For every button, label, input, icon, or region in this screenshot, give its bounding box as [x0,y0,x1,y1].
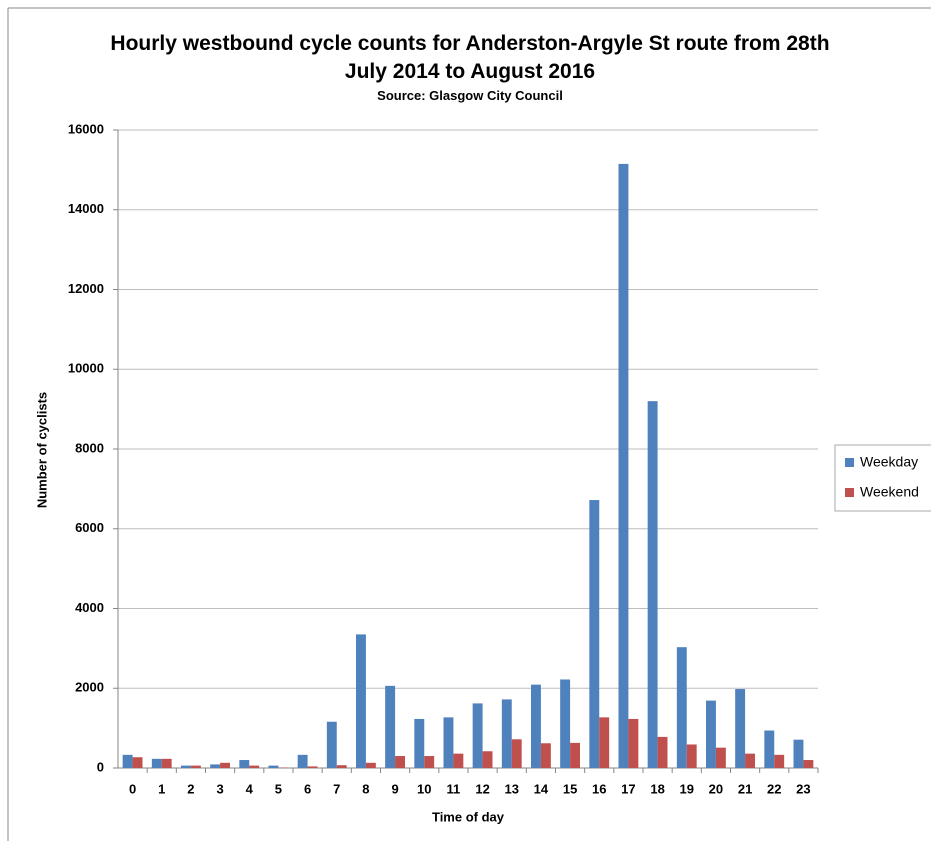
bar [307,766,318,768]
legend: Weekday Weekend [834,444,931,512]
bar [618,163,629,769]
bar [385,685,396,768]
bar [589,500,600,768]
x-tick-label: 9 [391,781,398,796]
bar [706,700,716,768]
bar [151,758,162,768]
x-axis-label: Time of day [432,809,505,824]
x-tick-label: 20 [709,781,723,796]
y-tick-label: 16000 [68,121,104,136]
bar [560,679,571,768]
chart-title: Hourly westbound cycle counts for Anders… [110,32,830,83]
bar [122,754,133,768]
bar [210,764,221,768]
bar [803,760,814,768]
bar [570,742,580,768]
x-tick-label: 18 [650,781,664,796]
bar [424,756,435,768]
x-tick-label: 13 [505,781,519,796]
y-tick-label: 12000 [68,281,104,296]
bar [647,401,658,768]
bar [511,739,522,768]
legend-swatch [845,488,854,497]
bar [249,765,260,768]
bar [190,765,201,768]
bar [745,753,755,768]
bar [774,754,785,768]
bar [356,634,366,768]
y-tick-label: 2000 [75,680,104,695]
bar [764,730,775,768]
x-tick-label: 2 [187,781,194,796]
y-tick-label: 8000 [75,440,104,455]
x-tick-label: 10 [417,781,431,796]
x-tick-label: 6 [304,781,311,796]
bar [715,747,726,768]
x-tick-label: 5 [275,781,282,796]
bar [686,744,697,768]
bar [453,753,464,768]
x-tick-label: 12 [475,781,489,796]
bar [132,757,143,768]
x-tick-label: 3 [216,781,223,796]
bar [482,751,493,768]
bar [501,699,512,768]
x-tick-label: 22 [767,781,781,796]
bar [628,718,639,768]
x-tick-label: 8 [362,781,369,796]
bar [599,717,610,768]
legend-swatch [845,458,854,467]
y-tick-label: 10000 [68,361,104,376]
x-tick-label: 1 [158,781,165,796]
bar [365,762,376,768]
x-tick-label: 15 [563,781,577,796]
legend-label: Weekend [860,484,919,500]
bar [395,756,405,768]
x-tick-label: 4 [246,781,254,796]
bar [793,739,804,768]
bar [676,647,687,768]
bar [336,765,347,768]
bar [414,718,425,768]
legend-box [834,444,931,512]
bar [472,703,483,768]
bar [181,765,191,768]
x-tick-label: 17 [621,781,635,796]
bar [268,765,279,768]
x-tick-label: 0 [129,781,136,796]
bar [443,717,454,768]
bar [326,721,337,768]
bar [540,743,551,768]
y-tick-label: 14000 [68,201,104,216]
y-tick-label: 4000 [75,600,104,615]
x-tick-label: 23 [796,781,810,796]
chart-subtitle: Source: Glasgow City Council [377,88,563,103]
x-tick-label: 11 [447,781,461,796]
y-tick-label: 6000 [75,520,104,535]
bar [735,689,746,768]
x-tick-label: 16 [592,781,606,796]
x-tick-label: 14 [534,781,549,796]
bar [161,758,172,768]
bar [531,684,541,768]
x-tick-label: 21 [738,781,752,796]
bar [239,760,250,768]
y-axis-label: Number of cyclists [34,392,49,508]
bar [297,754,308,768]
bar [220,762,230,768]
bar [657,736,668,768]
legend-label: Weekday [860,454,918,470]
x-tick-label: 7 [333,781,340,796]
x-tick-label: 19 [680,781,694,796]
y-tick-label: 0 [97,759,104,774]
